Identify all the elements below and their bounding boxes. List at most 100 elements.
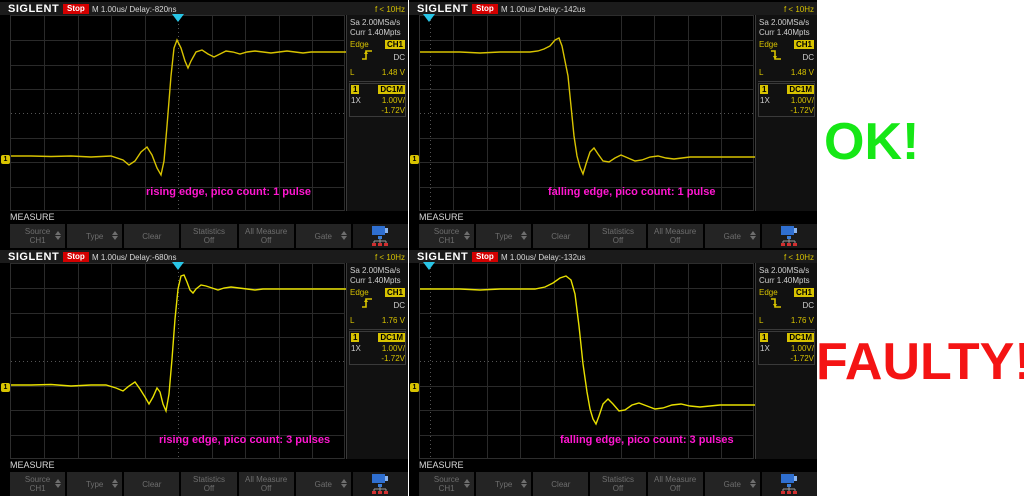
volts-per-div-label[interactable]: 1.00V/ xyxy=(790,96,814,105)
brand-logo: SIGLENT xyxy=(417,3,469,15)
trigger-level-value[interactable]: 1.76 V xyxy=(381,316,405,325)
menu-label-line2: CH1 xyxy=(438,236,455,245)
volts-per-div-label[interactable]: 1.00V/ xyxy=(381,96,405,105)
channel-offset-label[interactable]: -1.72V xyxy=(790,106,814,115)
trigger-position-marker[interactable] xyxy=(423,262,435,270)
run-state-badge[interactable]: Stop xyxy=(472,252,498,262)
trigger-position-marker[interactable] xyxy=(423,14,435,22)
trigger-source-badge[interactable]: CH1 xyxy=(384,288,405,297)
run-state-badge[interactable]: Stop xyxy=(63,4,89,14)
menu-button-clear[interactable]: Clear xyxy=(533,472,589,496)
menu-button-type[interactable]: Type xyxy=(67,472,123,496)
menu-button-clear[interactable]: Clear xyxy=(533,224,589,248)
trigger-level-value[interactable]: 1.48 V xyxy=(381,68,405,77)
menu-button-statistics[interactable]: Statistics Off xyxy=(181,472,237,496)
updown-arrow-icon xyxy=(521,231,528,240)
trigger-type-label[interactable]: Edge xyxy=(759,40,778,49)
channel-number-badge[interactable]: 1 xyxy=(351,333,360,342)
menu-button-type[interactable]: Type xyxy=(476,472,532,496)
menu-button-type[interactable]: Type xyxy=(476,224,532,248)
trigger-position-marker[interactable] xyxy=(172,262,184,270)
menu-button-gate[interactable]: Gate xyxy=(704,224,760,248)
updown-arrow-icon xyxy=(55,479,62,488)
menu-button-clear[interactable]: Clear xyxy=(124,472,180,496)
channel-coupling-badge[interactable]: DC1M xyxy=(787,333,814,342)
trigger-level-value[interactable]: 1.76 V xyxy=(790,316,814,325)
run-state-badge[interactable]: Stop xyxy=(63,252,89,262)
system-status-icons[interactable] xyxy=(761,224,817,248)
rising-edge-icon xyxy=(362,298,372,308)
channel-1-ground-marker[interactable]: 1 xyxy=(410,383,419,392)
trigger-source-badge[interactable]: CH1 xyxy=(384,40,405,49)
trigger-level-label: L xyxy=(350,68,355,77)
trigger-type-label[interactable]: Edge xyxy=(350,288,369,297)
menu-button-all-measure[interactable]: All Measure Off xyxy=(647,472,703,496)
menu-button-gate[interactable]: Gate xyxy=(295,472,351,496)
verdict-ok-label: OK! xyxy=(824,113,920,171)
menu-button-source[interactable]: Source CH1 xyxy=(419,224,475,248)
channel-coupling-badge[interactable]: DC1M xyxy=(378,85,405,94)
menu-label-line1: Type xyxy=(495,231,513,241)
menu-label-line2: Off xyxy=(612,236,624,245)
trigger-coupling-label[interactable]: DC xyxy=(393,53,405,62)
menu-button-source[interactable]: Source CH1 xyxy=(419,472,475,496)
probe-ratio-label[interactable]: 1X xyxy=(760,96,770,105)
system-status-icons[interactable] xyxy=(352,472,408,496)
system-status-icons[interactable] xyxy=(761,472,817,496)
usb-device-icon xyxy=(781,226,798,235)
trigger-coupling-label[interactable]: DC xyxy=(802,53,814,62)
channel-coupling-badge[interactable]: DC1M xyxy=(378,333,405,342)
menu-button-all-measure[interactable]: All Measure Off xyxy=(238,224,294,248)
trigger-coupling-label[interactable]: DC xyxy=(393,301,405,310)
volts-per-div-label[interactable]: 1.00V/ xyxy=(790,344,814,353)
updown-arrow-icon xyxy=(749,231,756,240)
trigger-coupling-label[interactable]: DC xyxy=(802,301,814,310)
menu-button-gate[interactable]: Gate xyxy=(704,472,760,496)
status-bar: SIGLENT Stop M 1.00us/ Delay:-820ns f < … xyxy=(0,2,408,15)
menu-button-source[interactable]: Source CH1 xyxy=(10,472,66,496)
menu-label-line1: Source xyxy=(433,227,460,236)
probe-ratio-label[interactable]: 1X xyxy=(351,344,361,353)
usb-device-icon xyxy=(372,474,389,483)
channel-offset-label[interactable]: -1.72V xyxy=(790,354,814,363)
trigger-position-marker[interactable] xyxy=(172,14,184,22)
probe-ratio-label[interactable]: 1X xyxy=(351,96,361,105)
channel-coupling-badge[interactable]: DC1M xyxy=(787,85,814,94)
frequency-counter: f < 10Hz xyxy=(783,5,814,14)
channel-number-badge[interactable]: 1 xyxy=(351,85,360,94)
menu-button-gate[interactable]: Gate xyxy=(295,224,351,248)
menu-label-line1: Gate xyxy=(723,231,741,241)
probe-ratio-label[interactable]: 1X xyxy=(760,344,770,353)
channel-1-ground-marker[interactable]: 1 xyxy=(1,383,10,392)
volts-per-div-label[interactable]: 1.00V/ xyxy=(381,344,405,353)
run-state-badge[interactable]: Stop xyxy=(472,4,498,14)
measure-menu-bar-bottom-right: Source CH1 Type Clear Statistics Off All… xyxy=(419,472,817,496)
annotation-label: rising edge, pico count: 3 pulses xyxy=(159,434,331,446)
channel-number-badge[interactable]: 1 xyxy=(760,85,769,94)
channel-number-badge[interactable]: 1 xyxy=(760,333,769,342)
menu-label-line1: All Measure xyxy=(654,227,697,236)
trigger-level-value[interactable]: 1.48 V xyxy=(790,68,814,77)
menu-button-statistics[interactable]: Statistics Off xyxy=(590,224,646,248)
channel-offset-label[interactable]: -1.72V xyxy=(381,354,405,363)
annotation-label: falling edge, pico count: 3 pulses xyxy=(560,434,734,446)
menu-label-line1: All Measure xyxy=(654,475,697,484)
menu-button-all-measure[interactable]: All Measure Off xyxy=(647,224,703,248)
system-status-icons[interactable] xyxy=(352,224,408,248)
menu-button-statistics[interactable]: Statistics Off xyxy=(181,224,237,248)
channel-offset-label[interactable]: -1.72V xyxy=(381,106,405,115)
updown-arrow-icon xyxy=(112,479,119,488)
menu-button-source[interactable]: Source CH1 xyxy=(10,224,66,248)
trigger-type-label[interactable]: Edge xyxy=(759,288,778,297)
channel-1-ground-marker[interactable]: 1 xyxy=(410,155,419,164)
menu-button-statistics[interactable]: Statistics Off xyxy=(590,472,646,496)
trigger-type-label[interactable]: Edge xyxy=(350,40,369,49)
trigger-source-badge[interactable]: CH1 xyxy=(793,288,814,297)
menu-button-clear[interactable]: Clear xyxy=(124,224,180,248)
menu-button-type[interactable]: Type xyxy=(67,224,123,248)
menu-label-line2: Off xyxy=(612,484,624,493)
trigger-source-badge[interactable]: CH1 xyxy=(793,40,814,49)
channel-1-ground-marker[interactable]: 1 xyxy=(1,155,10,164)
graticule-top-right: falling edge, pico count: 1 pulse xyxy=(419,15,755,211)
menu-button-all-measure[interactable]: All Measure Off xyxy=(238,472,294,496)
